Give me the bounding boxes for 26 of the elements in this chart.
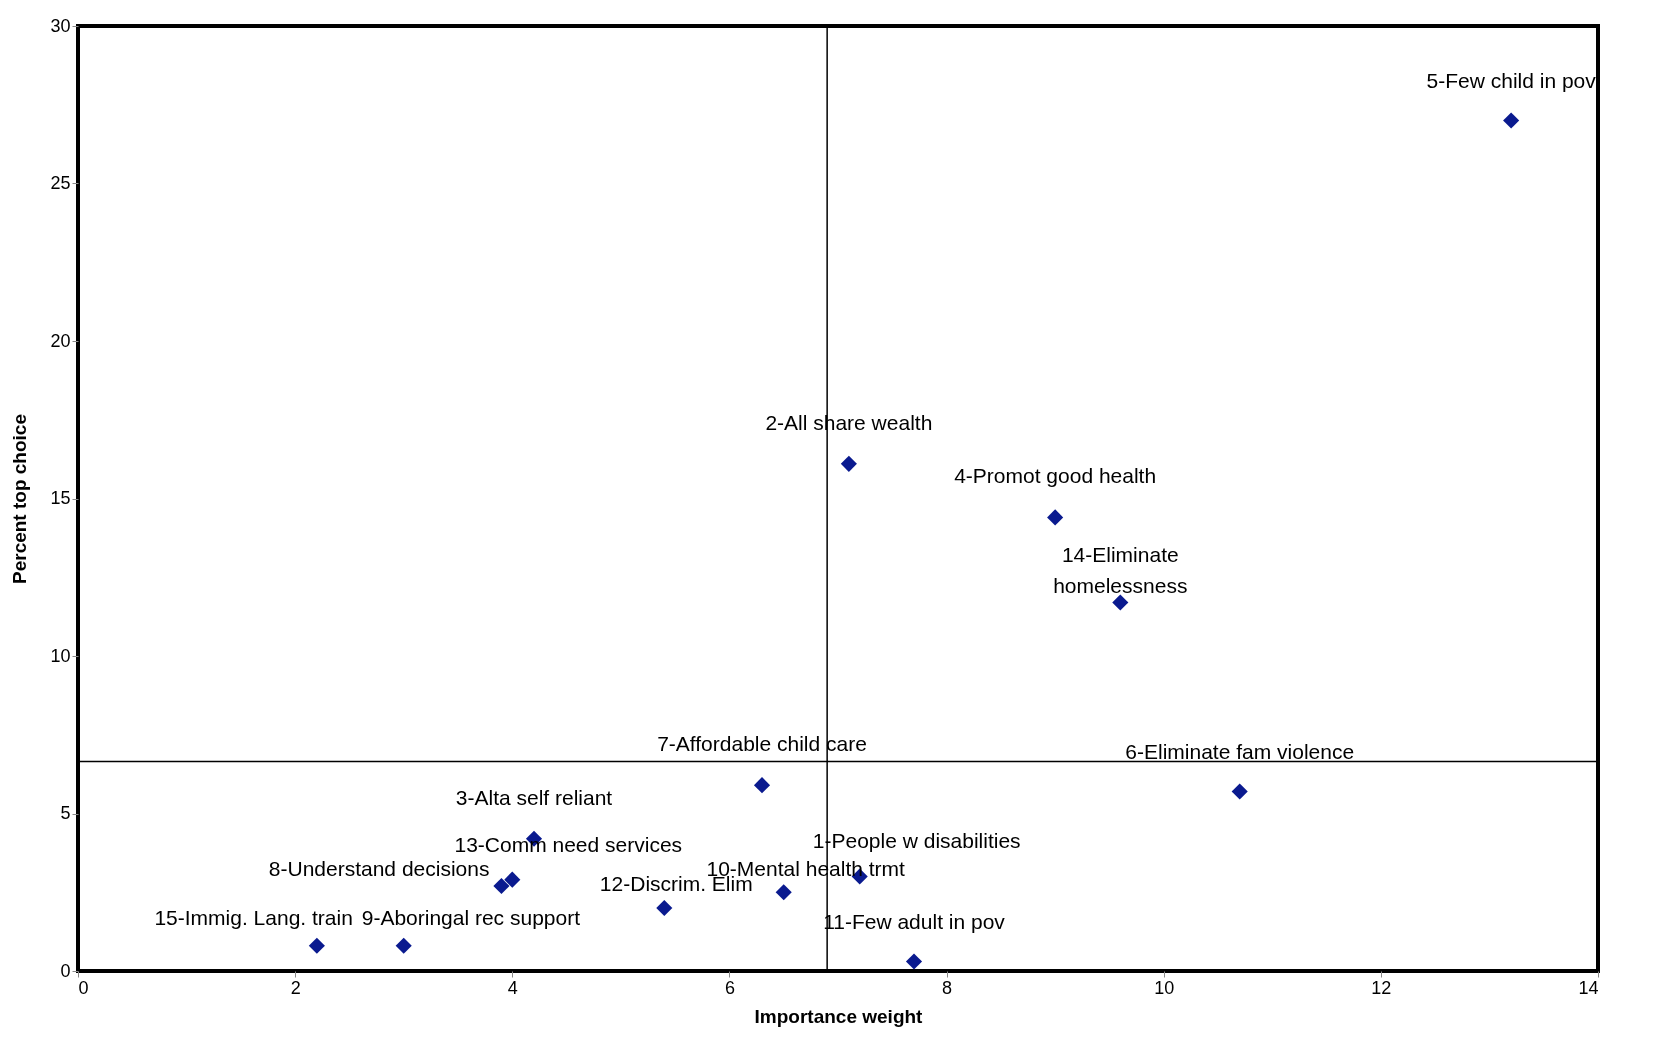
annotation: 9-Aboringal rec support bbox=[361, 905, 581, 929]
annotation: 4-Promot good health bbox=[954, 464, 1157, 488]
y-tick-label: 5 bbox=[60, 803, 71, 823]
x-tick-label: 10 bbox=[1154, 977, 1175, 998]
annotation: 5-Few child in pov bbox=[1426, 68, 1597, 92]
y-tick-label: 30 bbox=[50, 15, 71, 36]
y-tick-label: 20 bbox=[50, 330, 71, 351]
x-tick-label: 8 bbox=[942, 977, 953, 998]
x-axis-title: Importance weight bbox=[754, 1005, 924, 1027]
y-tick-label: 25 bbox=[50, 173, 71, 193]
x-tick-label: 12 bbox=[1371, 977, 1392, 998]
y-axis-title: Percent top choice bbox=[9, 414, 31, 584]
y-tick-label: 0 bbox=[60, 960, 71, 981]
annotation: 6-Eliminate fam violence bbox=[1125, 740, 1355, 764]
x-tick-label: 2 bbox=[290, 977, 301, 998]
annotation: 14-Eliminate homelessness bbox=[1053, 543, 1188, 598]
annotation: 8-Understand decisions bbox=[268, 856, 490, 880]
y-tick-label: 10 bbox=[50, 645, 71, 666]
y-tick-label: 15 bbox=[50, 488, 71, 508]
x-tick-label: 6 bbox=[724, 977, 735, 998]
annotation: 13-Comm need services bbox=[454, 832, 683, 856]
annotation: 15-Immig. Lang. train bbox=[154, 905, 353, 929]
x-tick-label: 14 bbox=[1578, 977, 1599, 998]
x-tick-label: 4 bbox=[507, 977, 518, 998]
annotation: 3-Alta self reliant bbox=[455, 785, 613, 809]
x-tick-label: 0 bbox=[78, 977, 89, 998]
